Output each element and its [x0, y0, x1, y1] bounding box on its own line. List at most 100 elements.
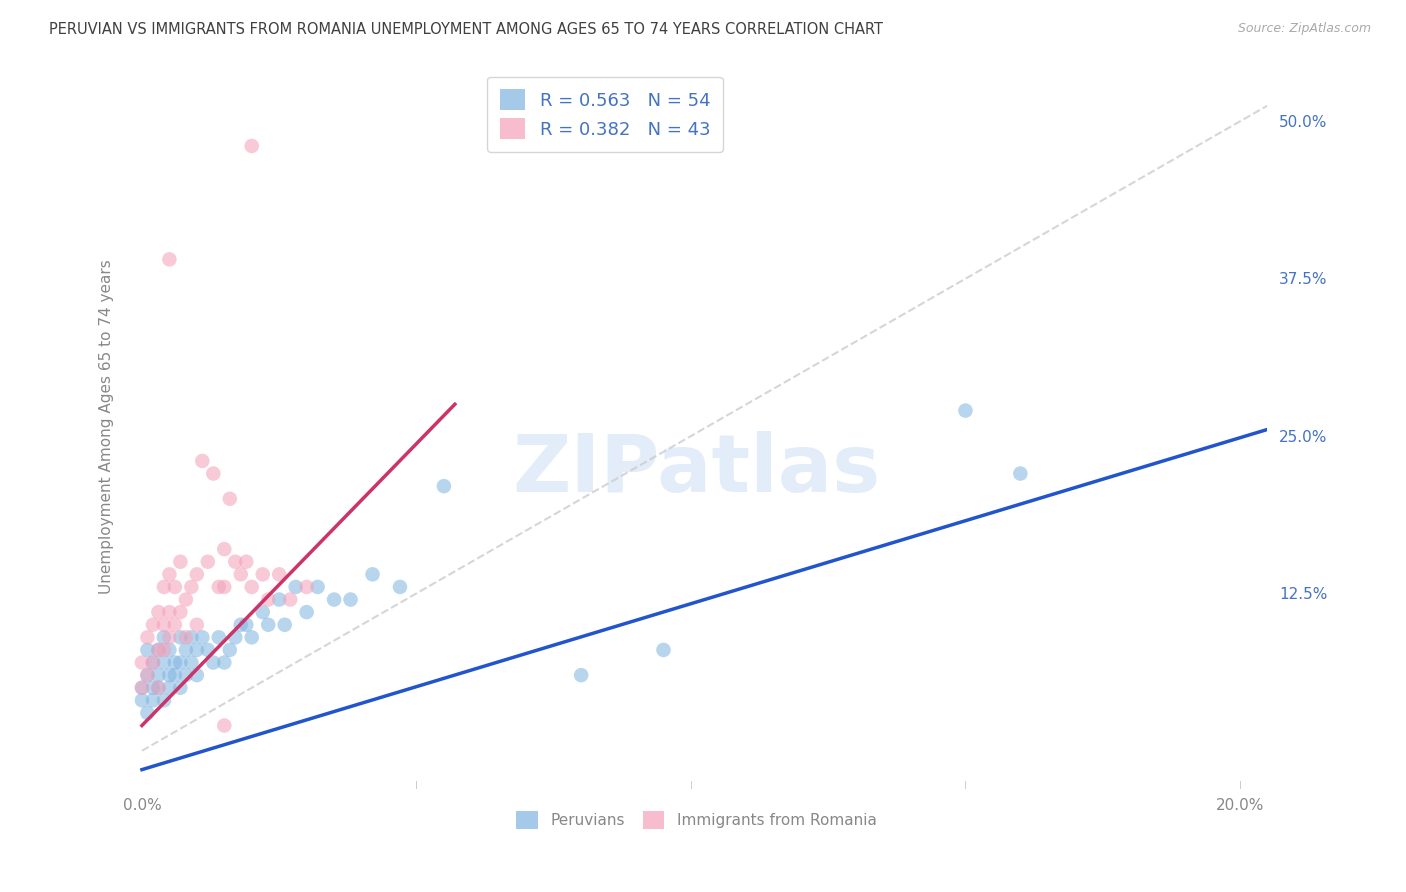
Point [174, 630, 197, 644]
Point [214, 656, 236, 670]
Point [148, 681, 170, 695]
Point [388, 580, 411, 594]
Point [652, 643, 675, 657]
Point [131, 693, 153, 707]
Point [191, 454, 214, 468]
Point [229, 617, 252, 632]
Point [148, 668, 170, 682]
Point [278, 592, 301, 607]
Point [197, 643, 219, 657]
Point [180, 630, 202, 644]
Point [218, 643, 240, 657]
Point [142, 693, 165, 707]
Point [148, 643, 170, 657]
Point [955, 403, 977, 417]
Text: ZIPatlas: ZIPatlas [512, 431, 880, 508]
Point [214, 542, 236, 557]
Point [153, 643, 176, 657]
Point [163, 668, 186, 682]
Point [323, 592, 346, 607]
Point [131, 681, 153, 695]
Point [157, 567, 180, 582]
Point [148, 605, 170, 619]
Point [136, 643, 159, 657]
Point [180, 656, 202, 670]
Point [174, 592, 197, 607]
Point [240, 580, 263, 594]
Point [153, 617, 176, 632]
Point [180, 580, 202, 594]
Point [273, 617, 295, 632]
Point [136, 706, 159, 720]
Point [153, 580, 176, 594]
Point [186, 643, 208, 657]
Point [202, 656, 225, 670]
Point [257, 617, 280, 632]
Point [153, 693, 176, 707]
Point [240, 139, 263, 153]
Point [163, 580, 186, 594]
Point [131, 656, 153, 670]
Point [163, 656, 186, 670]
Point [569, 668, 592, 682]
Point [295, 580, 318, 594]
Point [229, 567, 252, 582]
Point [157, 668, 180, 682]
Point [269, 567, 291, 582]
Point [157, 605, 180, 619]
Point [174, 643, 197, 657]
Point [157, 630, 180, 644]
Y-axis label: Unemployment Among Ages 65 to 74 years: Unemployment Among Ages 65 to 74 years [100, 259, 114, 594]
Point [169, 656, 191, 670]
Point [186, 567, 208, 582]
Point [136, 668, 159, 682]
Point [197, 555, 219, 569]
Point [208, 630, 231, 644]
Point [169, 555, 191, 569]
Legend: Peruvians, Immigrants from Romania: Peruvians, Immigrants from Romania [510, 805, 883, 835]
Point [361, 567, 384, 582]
Point [339, 592, 361, 607]
Point [214, 718, 236, 732]
Point [186, 668, 208, 682]
Point [235, 555, 257, 569]
Text: Source: ZipAtlas.com: Source: ZipAtlas.com [1237, 22, 1371, 36]
Point [433, 479, 456, 493]
Point [252, 567, 274, 582]
Point [157, 681, 180, 695]
Point [136, 668, 159, 682]
Point [153, 656, 176, 670]
Point [169, 681, 191, 695]
Point [142, 681, 165, 695]
Point [153, 630, 176, 644]
Point [142, 617, 165, 632]
Point [284, 580, 307, 594]
Point [307, 580, 329, 594]
Text: PERUVIAN VS IMMIGRANTS FROM ROMANIA UNEMPLOYMENT AMONG AGES 65 TO 74 YEARS CORRE: PERUVIAN VS IMMIGRANTS FROM ROMANIA UNEM… [49, 22, 883, 37]
Point [224, 630, 246, 644]
Point [148, 643, 170, 657]
Point [169, 630, 191, 644]
Point [240, 630, 263, 644]
Point [157, 643, 180, 657]
Point [148, 681, 170, 695]
Point [131, 681, 153, 695]
Point [208, 580, 231, 594]
Point [186, 617, 208, 632]
Point [295, 605, 318, 619]
Point [169, 605, 191, 619]
Point [218, 491, 240, 506]
Point [252, 605, 274, 619]
Point [202, 467, 225, 481]
Point [163, 617, 186, 632]
Point [174, 668, 197, 682]
Point [1010, 467, 1032, 481]
Point [191, 630, 214, 644]
Point [157, 252, 180, 267]
Point [214, 580, 236, 594]
Point [269, 592, 291, 607]
Point [142, 656, 165, 670]
Point [224, 555, 246, 569]
Point [235, 617, 257, 632]
Point [257, 592, 280, 607]
